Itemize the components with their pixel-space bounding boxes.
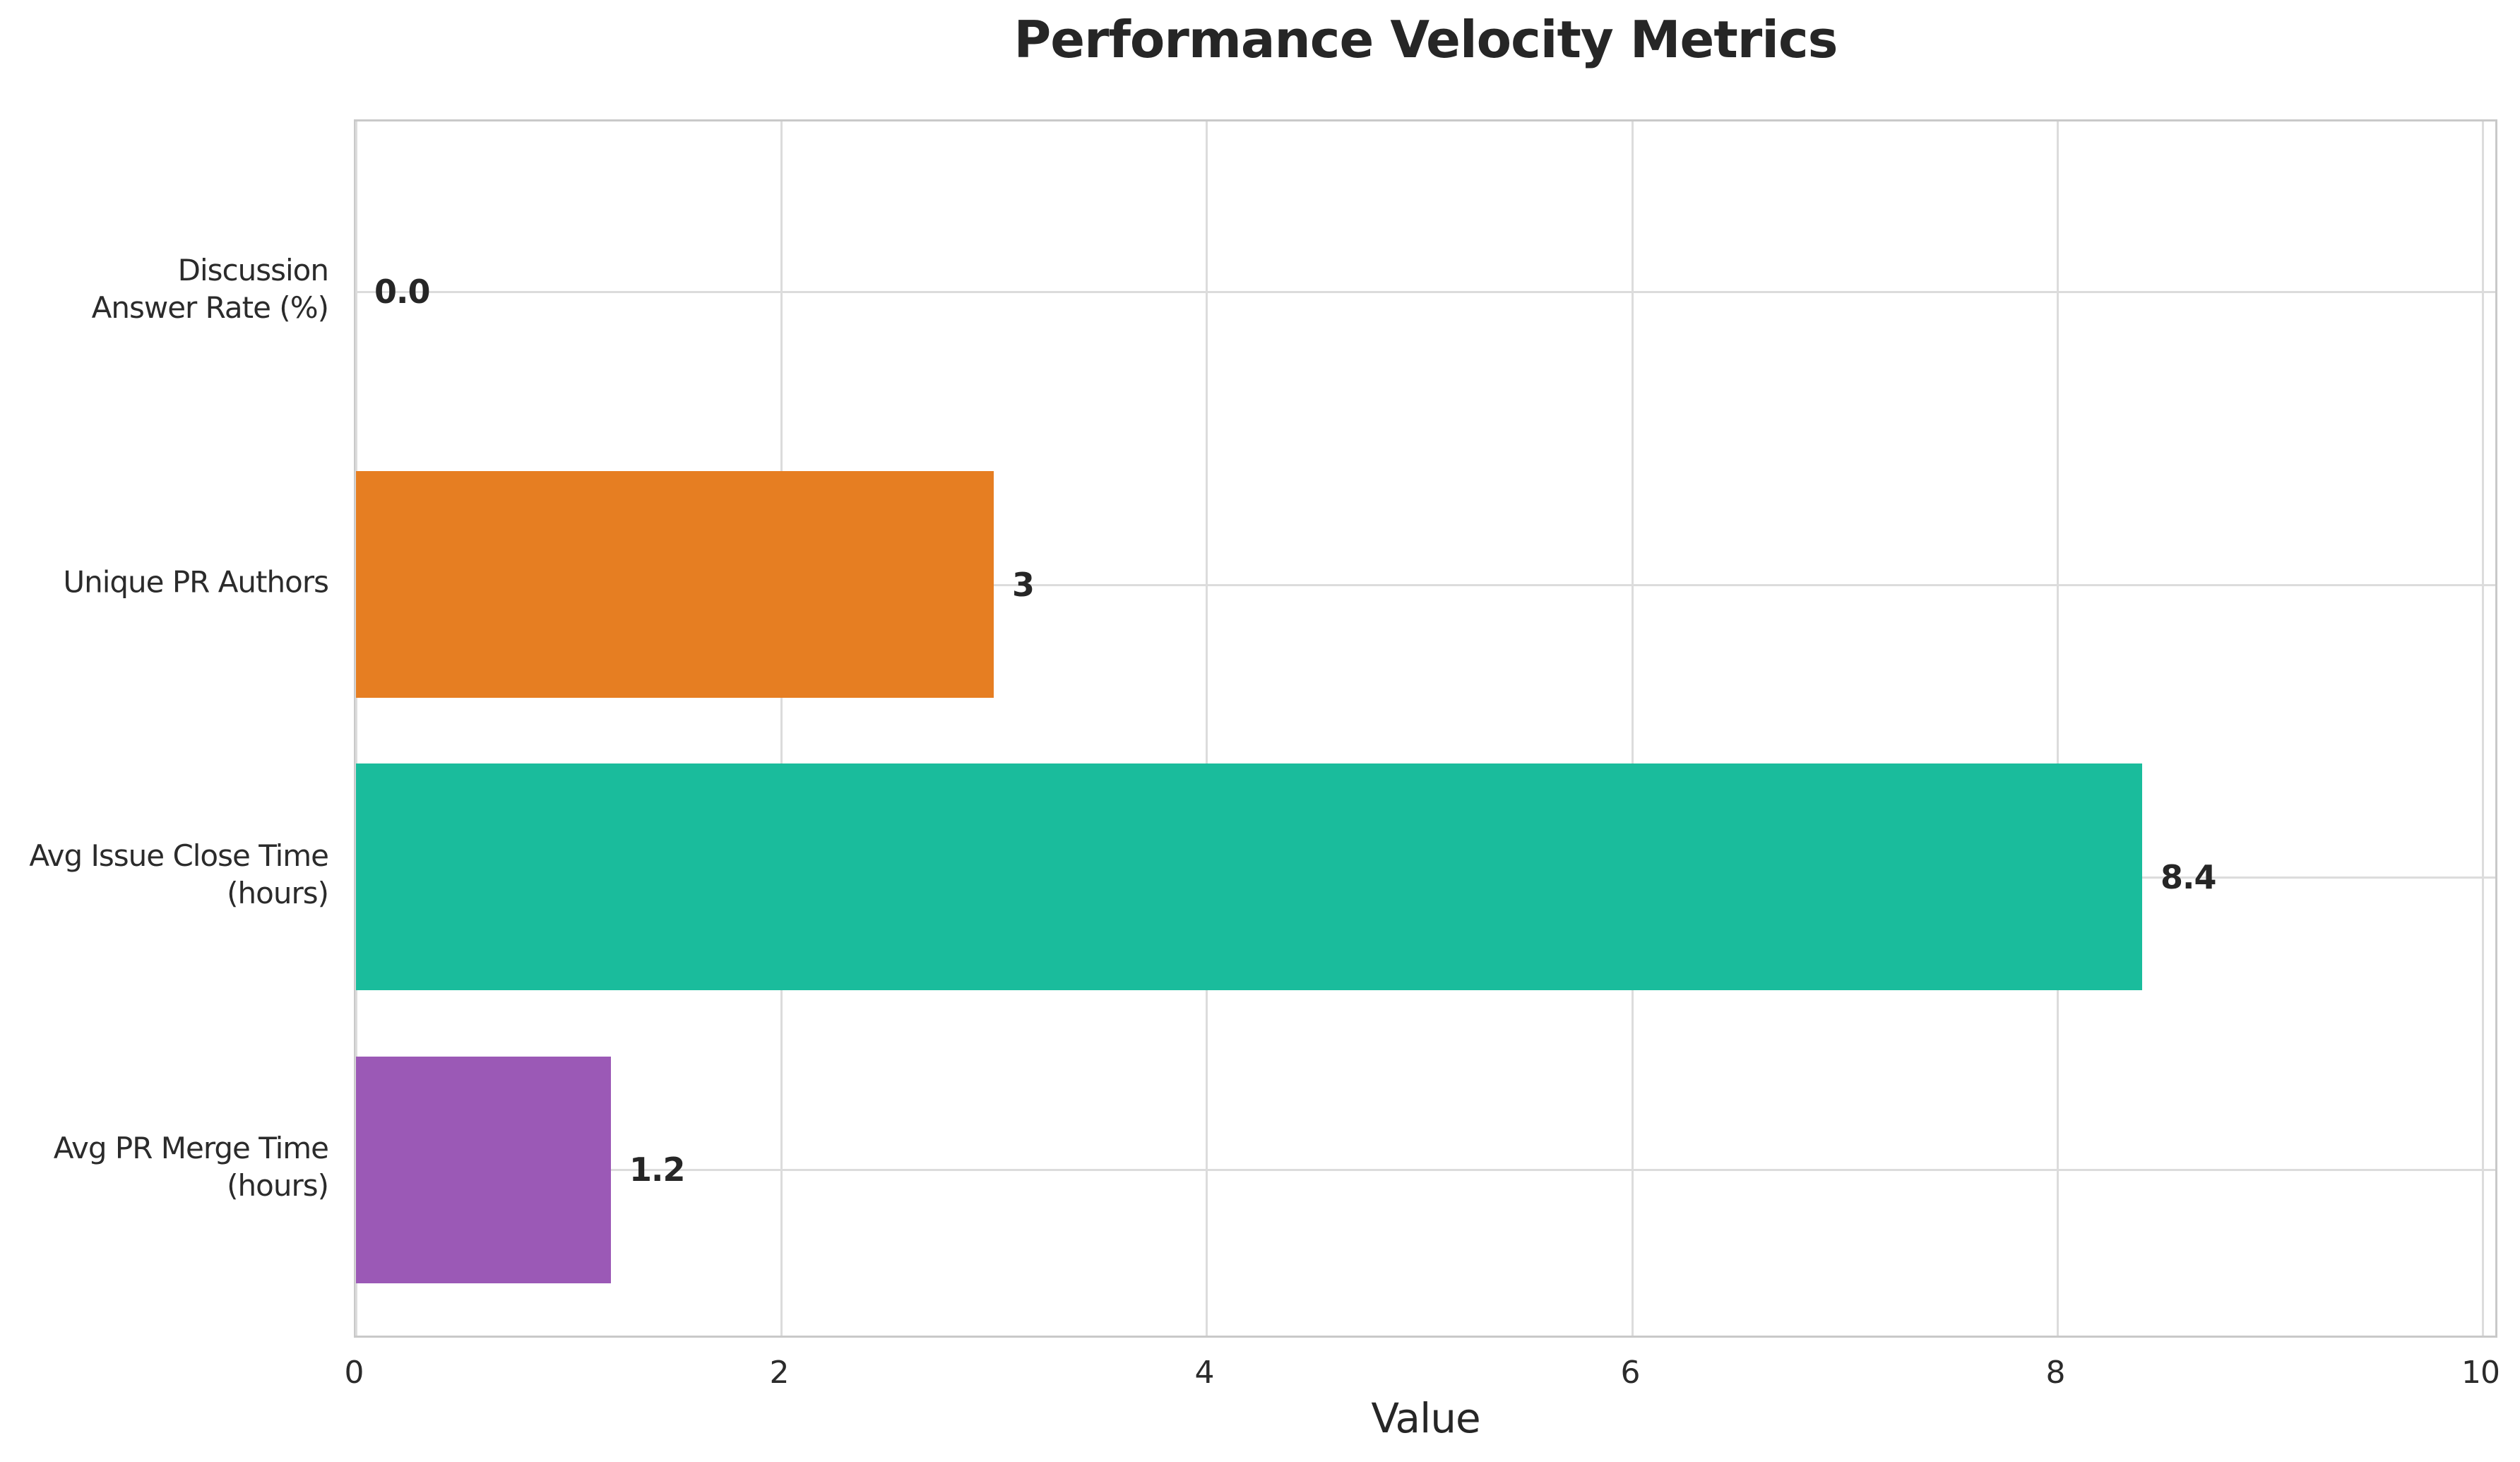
y-axis-label-line: Unique PR Authors (63, 564, 329, 600)
bar (356, 763, 2142, 991)
bar (356, 471, 994, 698)
y-gridline (356, 1169, 2495, 1171)
x-tick-label: 10 (2461, 1355, 2500, 1391)
y-axis-label-line: Avg PR Merge Time (53, 1131, 329, 1166)
value-label: 1.2 (629, 1151, 685, 1189)
x-gridline (1632, 121, 1634, 1336)
x-gridline (355, 121, 357, 1336)
x-axis-label: Value (1371, 1394, 1480, 1442)
x-gridline (2057, 121, 2059, 1336)
value-label: 8.4 (2161, 857, 2216, 896)
y-axis-label-line: Discussion (177, 253, 329, 288)
y-axis-label-line: Answer Rate (%) (91, 290, 329, 326)
value-label: 3 (1012, 565, 1035, 604)
plot-area: 0.0 3 8.4 1.2 (354, 119, 2497, 1338)
y-axis-label: Discussion Answer Rate (%) (4, 252, 329, 327)
y-axis-label-line: (hours) (227, 875, 329, 910)
chart-title: Performance Velocity Metrics (1014, 10, 1838, 69)
y-axis-label-line: (hours) (227, 1168, 329, 1203)
x-tick-label: 2 (769, 1355, 790, 1391)
y-gridline (356, 291, 2495, 294)
x-tick-label: 6 (1620, 1355, 1641, 1391)
value-label: 0.0 (374, 273, 430, 311)
x-tick-label: 4 (1194, 1355, 1215, 1391)
y-axis-label: Avg PR Merge Time (hours) (4, 1130, 329, 1205)
x-gridline (2482, 121, 2484, 1336)
x-tick-label: 8 (2045, 1355, 2066, 1391)
x-gridline (1206, 121, 1208, 1336)
y-axis-label-line: Avg Issue Close Time (29, 838, 329, 873)
y-axis-label: Unique PR Authors (4, 564, 329, 601)
y-axis-label: Avg Issue Close Time (hours) (4, 838, 329, 913)
y-gridline (356, 583, 2495, 586)
x-tick-label: 0 (344, 1355, 364, 1391)
bar (356, 1056, 611, 1283)
x-gridline (780, 121, 783, 1336)
